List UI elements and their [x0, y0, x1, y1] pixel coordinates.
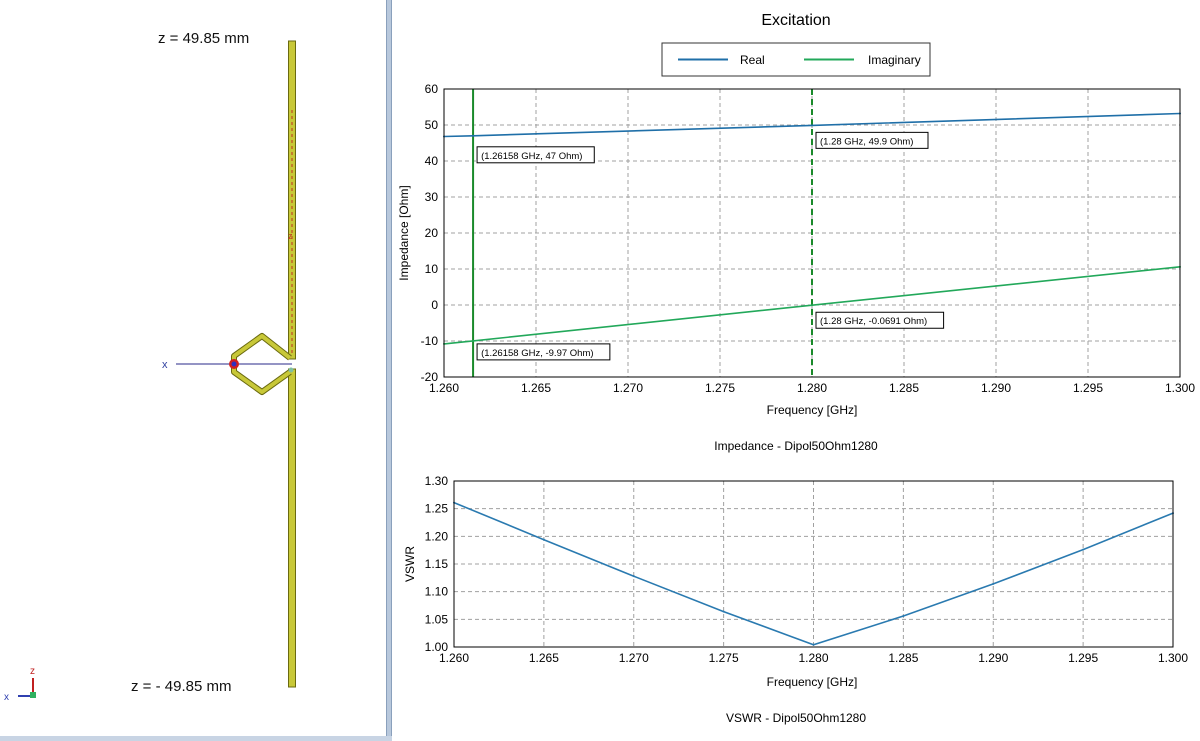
dipole-geometry: x z z x: [4, 40, 296, 703]
x-tick-label: 1.275: [709, 651, 739, 665]
y-tick-label: 40: [425, 154, 439, 168]
axis-z-label: z: [288, 231, 293, 241]
chart-grid: [454, 481, 1173, 647]
x-tick-label: 1.290: [978, 651, 1008, 665]
y-tick-label: 50: [425, 118, 439, 132]
x-tick-label: 1.270: [613, 381, 643, 395]
y-tick-label: 1.25: [425, 502, 449, 516]
chart-panel: Excitation Real Imaginary 1.260 1.265 1.27…: [392, 0, 1200, 741]
x-tick-label: 1.275: [705, 381, 735, 395]
y-tick-label: 1.00: [425, 640, 449, 654]
data-point-vswr: [992, 582, 995, 585]
data-point-vswr: [812, 643, 815, 646]
vswr-chart[interactable]: 1.260 1.265 1.270 1.275 1.280 1.285 1.290 1.295…: [392, 467, 1200, 741]
annotation-2: (1.28 GHz, 49.9 Ohm): [815, 131, 929, 149]
y-tick-label: 1.30: [425, 474, 449, 488]
series-line-real: [443, 112, 1181, 138]
x-tick-label: 1.260: [439, 651, 469, 665]
x-tick-label: 1.280: [798, 651, 828, 665]
data-point-vswr: [1082, 548, 1085, 551]
data-point-imaginary: [811, 304, 813, 307]
x-tick-label: 1.295: [1073, 381, 1103, 395]
annotation-label: (1.26158 GHz, -9.97 Ohm): [481, 348, 593, 359]
x-tick-label: 1.260: [429, 381, 459, 395]
y-tick-label: 30: [425, 190, 439, 204]
data-point-vswr: [632, 575, 635, 578]
annotation-label: (1.28 GHz, -0.0691 Ohm): [820, 316, 927, 327]
dipole-lower-arm: [288, 368, 296, 688]
annotation-label: (1.26158 GHz, 47 Ohm): [481, 151, 582, 162]
y-tick-label: 1.15: [425, 557, 449, 571]
data-point-real: [472, 134, 475, 137]
z-top-label: z = 49.85 mm: [158, 30, 250, 47]
x-tick-label: 1.295: [1068, 651, 1098, 665]
y-tick-label: 1.05: [425, 612, 449, 626]
annotation-4: (1.26158 GHz, -9.97 Ohm): [476, 343, 611, 361]
y-tick-label: 60: [425, 82, 439, 96]
y-axis-title: VSWR: [403, 546, 417, 582]
x-axis-title: Frequency [GHz]: [767, 403, 858, 417]
axis-x-label: x: [162, 359, 168, 371]
y-tick-label: 1.10: [425, 585, 449, 599]
x-tick-label: 1.265: [521, 381, 551, 395]
z-bottom-label: z = - 49.85 mm: [131, 678, 232, 695]
data-point-vswr: [902, 615, 905, 618]
annotation-box: [815, 311, 945, 329]
svg-text:x: x: [4, 692, 9, 703]
vertical-splitter[interactable]: [386, 0, 392, 741]
page-title: Excitation: [761, 12, 830, 29]
chart-caption: Impedance - Dipol50Ohm1280: [714, 439, 878, 453]
x-axis-title: Frequency [GHz]: [767, 675, 858, 689]
y-tick-label: 0: [431, 298, 438, 312]
plot-area-frame: [443, 88, 1181, 378]
y-tick-label: -20: [421, 370, 439, 384]
annotation-3: (1.28 GHz, -0.0691 Ohm): [815, 311, 945, 329]
x-tick-label: 1.290: [981, 381, 1011, 395]
plot-area-frame: [453, 480, 1174, 648]
x-tick-label: 1.300: [1158, 651, 1188, 665]
x-tick-label: 1.280: [797, 381, 827, 395]
x-tick-label: 1.285: [889, 381, 919, 395]
y-tick-label: 10: [425, 262, 439, 276]
annotation-1: (1.26158 GHz, 47 Ohm): [476, 146, 595, 164]
x-tick-label: 1.270: [619, 651, 649, 665]
y-axis-title: Impedance [Ohm]: [397, 185, 411, 280]
impedance-chart[interactable]: Excitation Real Imaginary 1.260 1.265 1.27…: [392, 0, 1200, 461]
annotation-box: [815, 131, 929, 149]
annotation-box: [476, 146, 595, 164]
x-tick-label: 1.265: [529, 651, 559, 665]
series-line-imaginary: [443, 266, 1181, 345]
geometry-view[interactable]: z = 49.85 mm z = - 49.85 mm x z z x: [0, 0, 386, 741]
x-tick-label: 1.300: [1165, 381, 1195, 395]
data-point-real: [811, 124, 813, 127]
y-tick-label: -10: [421, 334, 439, 348]
svg-text:z: z: [30, 666, 35, 677]
y-tick-label: 20: [425, 226, 439, 240]
y-tick-label: 1.20: [425, 529, 449, 543]
legend-label-real: Real: [740, 53, 765, 67]
annotation-label: (1.28 GHz, 49.9 Ohm): [820, 136, 913, 147]
legend-label-imaginary: Imaginary: [868, 53, 921, 67]
x-tick-label: 1.285: [888, 651, 918, 665]
chart-caption: VSWR - Dipol50Ohm1280: [726, 711, 866, 725]
chart-legend: Real Imaginary: [661, 42, 931, 77]
data-point-imaginary: [472, 339, 475, 342]
orientation-triad-icon: z x: [4, 666, 36, 703]
data-point-vswr: [542, 538, 545, 541]
data-point-vswr: [722, 610, 725, 613]
annotation-box: [476, 343, 611, 361]
